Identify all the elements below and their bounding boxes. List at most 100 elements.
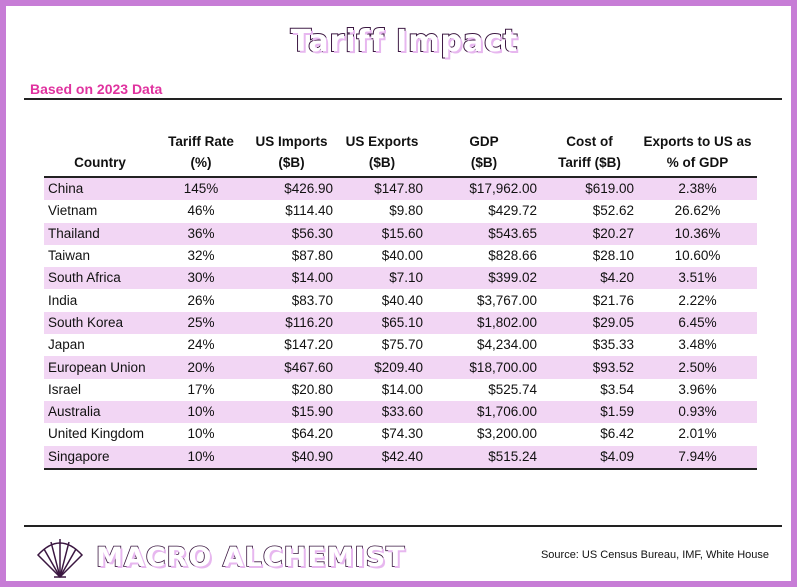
cell-country: Vietnam [48, 203, 98, 219]
table-row: Taiwan 32% $87.80 $40.00 $828.66 $28.10 10.60% [44, 245, 757, 267]
cell-cost-of-tariff: $21.76 [592, 292, 634, 308]
cell-gdp: $543.65 [488, 225, 537, 241]
cell-cost-of-tariff: $1.59 [600, 404, 634, 420]
table-row: South Korea 25% $116.20 $65.10 $1,802.00 $29.… [44, 311, 757, 335]
table-row: Japan 24% $147.20 $75.70 $4,234.00 $35.33 3.48… [44, 334, 757, 356]
cell-country: Japan [48, 337, 85, 353]
cell-country: Taiwan [48, 248, 91, 264]
cell-us-imports: $20.80 [291, 381, 333, 397]
cell-us-imports: $64.20 [291, 426, 333, 442]
cell-gdp: $399.02 [488, 270, 537, 286]
cell-gdp: $4,234.00 [476, 337, 537, 353]
cell-cost-of-tariff: $93.52 [592, 359, 634, 375]
cell-us-imports: $147.20 [284, 337, 333, 353]
cell-country: Australia [48, 404, 101, 420]
cell-tariff-rate: 24% [187, 337, 215, 353]
brand-name: MACRO ALCHEMIST [95, 541, 406, 574]
header-cost-of-tariff: Cost of Tariff ($B) [558, 134, 621, 170]
cell-us-imports: $15.90 [291, 404, 333, 420]
table-row: United Kingdom 10% $64.20 $74.30 $3,200.00 $6… [44, 423, 757, 445]
header-gdp: GDP ($B) [469, 134, 499, 170]
cell-tariff-rate: 10% [187, 448, 215, 464]
tariff-table: Country Tariff Rate (%) US Imports ($B) US… [44, 131, 757, 470]
cell-us-exports: $14.00 [381, 381, 423, 397]
cell-tariff-rate: 20% [187, 359, 215, 375]
cell-cost-of-tariff: $28.10 [592, 248, 634, 264]
cell-us-imports: $116.20 [285, 314, 333, 330]
shell-icon [36, 539, 84, 579]
header-tariff-rate: Tariff Rate (%) [168, 134, 234, 170]
cell-us-exports: $40.40 [381, 292, 423, 308]
cell-us-exports: $7.10 [389, 270, 423, 286]
cell-exports-pct-gdp: 2.22% [678, 292, 717, 308]
cell-cost-of-tariff: $4.09 [600, 448, 634, 464]
source-note: Source: US Census Bureau, IMF, White Hou… [540, 549, 769, 561]
cell-tariff-rate: 30% [187, 270, 215, 286]
cell-country: India [48, 292, 78, 308]
cell-gdp: $3,200.00 [476, 426, 537, 442]
cell-us-exports: $65.10 [381, 314, 423, 330]
cell-gdp: $3,767.00 [476, 292, 537, 308]
cell-exports-pct-gdp: 2.50% [678, 359, 717, 375]
cell-gdp: $515.24 [488, 448, 537, 464]
cell-us-exports: $74.30 [381, 426, 423, 442]
cell-gdp: $17,962.00 [469, 181, 537, 197]
cell-tariff-rate: 36% [187, 225, 215, 241]
table-row: Singapore 10% $40.90 $42.40 $515.24 $4.09 7.94… [44, 445, 757, 469]
cell-exports-pct-gdp: 3.96% [678, 381, 717, 397]
header-country: Country [74, 155, 126, 170]
brand: MACRO ALCHEMIST [34, 533, 405, 581]
cell-us-exports: $33.60 [381, 404, 423, 420]
cell-exports-pct-gdp: 7.94% [678, 448, 717, 464]
table-row: Israel 17% $20.80 $14.00 $525.74 $3.54 3.96% [44, 379, 757, 401]
cell-us-exports: $209.40 [374, 359, 423, 375]
table-row: European Union 20% $467.60 $209.40 $18,700.0… [44, 356, 757, 379]
cell-us-imports: $40.90 [291, 448, 333, 464]
cell-us-imports: $14.00 [291, 270, 333, 286]
bottom-divider [24, 525, 782, 527]
table-body: China 145% $426.90 $147.80 $17,962.00 $619.00… [44, 177, 757, 469]
cell-cost-of-tariff: $6.42 [600, 426, 634, 442]
cell-country: United Kingdom [48, 426, 145, 442]
cell-us-exports: $15.60 [381, 225, 423, 241]
cell-tariff-rate: 26% [187, 292, 215, 308]
cell-country: Israel [48, 381, 82, 397]
cell-us-exports: $147.80 [374, 181, 423, 197]
cell-exports-pct-gdp: 2.38% [678, 181, 717, 197]
cell-exports-pct-gdp: 6.45% [678, 314, 717, 330]
cell-tariff-rate: 32% [187, 248, 215, 264]
cell-gdp: $1,802.00 [476, 314, 537, 330]
cell-us-imports: $114.40 [285, 203, 333, 219]
cell-gdp: $18,700.00 [469, 359, 537, 375]
cell-us-imports: $83.70 [291, 292, 333, 308]
cell-us-exports: $9.80 [389, 203, 423, 219]
cell-exports-pct-gdp: 0.93% [678, 404, 717, 420]
top-divider [24, 98, 782, 100]
cell-country: South Korea [48, 314, 124, 330]
cell-tariff-rate: 10% [187, 404, 215, 420]
cell-us-imports: $426.90 [284, 181, 333, 197]
cell-country: South Africa [48, 270, 121, 286]
cell-gdp: $828.66 [488, 248, 537, 264]
cell-tariff-rate: 10% [187, 426, 215, 442]
cell-cost-of-tariff: $52.62 [592, 203, 634, 219]
cell-exports-pct-gdp: 3.51% [678, 270, 717, 286]
cell-exports-pct-gdp: 10.36% [674, 225, 721, 241]
cell-gdp: $525.74 [488, 381, 537, 397]
table-row: South Africa 30% $14.00 $7.10 $399.02 $4.20 3.… [44, 267, 757, 290]
cell-cost-of-tariff: $619.00 [585, 181, 634, 197]
data-basis-note: Based on 2023 Data [30, 81, 163, 97]
cell-country: European Union [48, 359, 146, 375]
cell-us-imports: $56.30 [291, 225, 333, 241]
cell-cost-of-tariff: $3.54 [600, 381, 634, 397]
cell-tariff-rate: 25% [187, 314, 215, 330]
table-row: Australia 10% $15.90 $33.60 $1,706.00 $1.59 0.… [44, 400, 757, 424]
cell-exports-pct-gdp: 3.48% [678, 337, 717, 353]
header-exports-pct-gdp: Exports to US as% of GDP [643, 134, 752, 170]
cell-us-exports: $40.00 [381, 248, 423, 264]
cell-exports-pct-gdp: 26.62% [674, 203, 721, 219]
cell-gdp: $429.72 [488, 203, 537, 219]
cell-exports-pct-gdp: 10.60% [674, 248, 721, 264]
cell-tariff-rate: 46% [187, 203, 215, 219]
